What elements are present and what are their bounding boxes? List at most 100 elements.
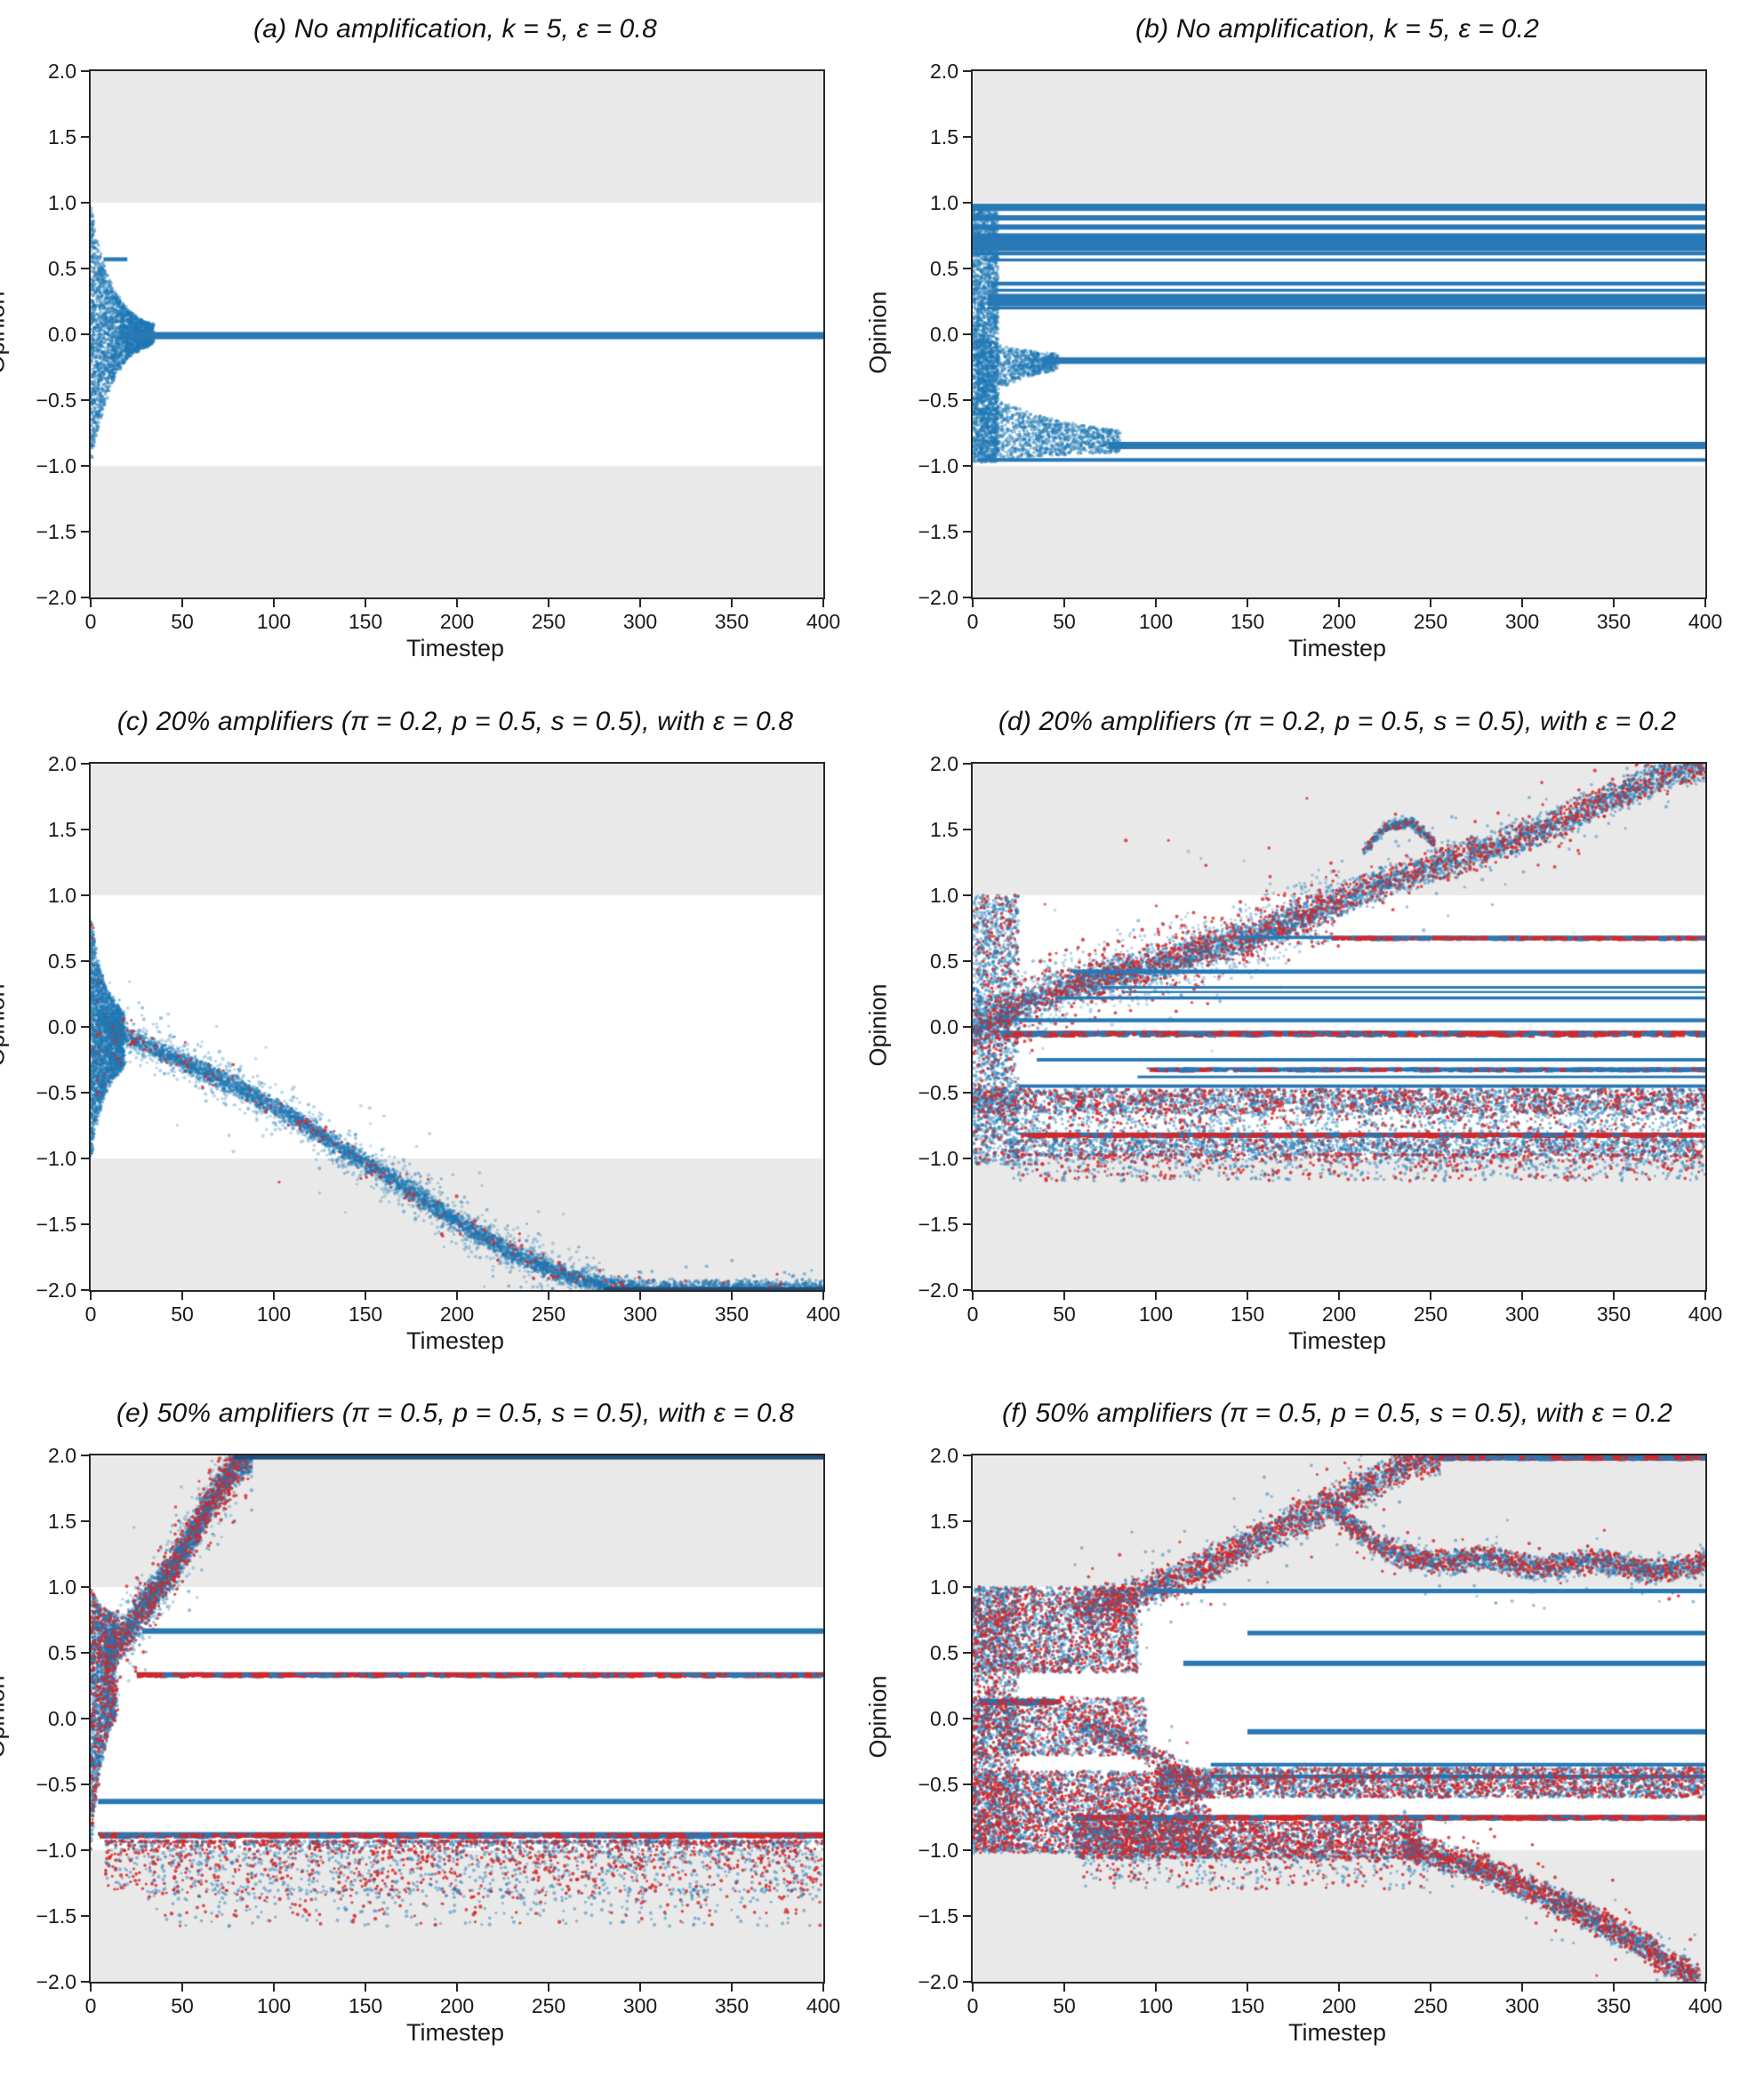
y-tick-label: −1.0 xyxy=(36,454,76,477)
x-tick-label: 350 xyxy=(714,1994,750,2017)
y-tick-mark xyxy=(81,1455,89,1456)
x-tick-label: 100 xyxy=(256,610,292,633)
y-tick-mark xyxy=(81,399,89,401)
x-axis-label: Timestep xyxy=(405,635,505,661)
y-tick-mark xyxy=(963,1520,971,1522)
panel-d: (d) 20% amplifiers (π = 0.2, p = 0.5, s … xyxy=(865,693,1764,1384)
y-tick-mark xyxy=(81,1981,89,1983)
x-tick-label: 100 xyxy=(1138,1994,1174,2017)
y-tick-label: −0.5 xyxy=(918,1081,958,1104)
x-tick-mark xyxy=(822,599,824,607)
y-tick-mark xyxy=(963,1455,971,1456)
x-tick-label: 150 xyxy=(348,1994,383,2017)
panel-a: (a) No amplification, k = 5, ε = 0.8 Opi… xyxy=(0,0,882,692)
x-tick-mark xyxy=(1063,1984,1065,1992)
y-tick-label: 1.5 xyxy=(48,125,76,148)
y-tick-label: 1.0 xyxy=(48,1575,76,1599)
panel-f-title: (f) 50% amplifiers (π = 0.5, p = 0.5, s … xyxy=(1002,1399,1672,1428)
y-tick-label: 1.0 xyxy=(48,884,76,907)
x-tick-mark xyxy=(1338,1984,1340,1992)
y-tick-mark xyxy=(81,70,89,72)
scatter-canvas-c xyxy=(91,764,823,1290)
x-tick-label: 350 xyxy=(1596,1994,1632,2017)
x-tick-label: 100 xyxy=(1138,1303,1174,1326)
y-tick-label: −1.5 xyxy=(918,1213,958,1236)
y-tick-label: −1.5 xyxy=(36,1213,76,1236)
y-tick-label: 0.5 xyxy=(48,1641,76,1664)
x-tick-mark xyxy=(972,599,974,607)
x-tick-mark xyxy=(365,599,366,607)
y-tick-mark xyxy=(81,1652,89,1654)
x-tick-label: 250 xyxy=(531,1303,566,1326)
x-tick-label: 300 xyxy=(622,1303,658,1326)
x-tick-label: 400 xyxy=(806,1994,841,2017)
x-tick-label: 200 xyxy=(1321,1303,1357,1326)
y-tick-label: 2.0 xyxy=(48,60,76,83)
y-tick-label: 2.0 xyxy=(930,1444,958,1467)
x-tick-mark xyxy=(548,1292,549,1300)
x-tick-label: 250 xyxy=(531,1994,566,2017)
y-axis-label: Opinion xyxy=(864,1675,892,1759)
x-tick-mark xyxy=(1704,599,1706,607)
x-tick-label: 50 xyxy=(171,610,194,633)
x-tick-label: 250 xyxy=(531,610,566,633)
y-tick-label: −2.0 xyxy=(36,1970,76,1993)
y-tick-mark xyxy=(81,333,89,335)
y-tick-mark xyxy=(963,333,971,335)
x-tick-label: 250 xyxy=(1413,1994,1448,2017)
y-tick-label: 1.0 xyxy=(930,884,958,907)
x-tick-mark xyxy=(456,1292,458,1300)
panel-b-title: (b) No amplification, k = 5, ε = 0.2 xyxy=(1135,14,1539,44)
y-tick-mark xyxy=(81,1718,89,1719)
x-axis-label: Timestep xyxy=(405,2019,505,2046)
x-tick-mark xyxy=(1155,599,1157,607)
x-tick-mark xyxy=(1063,599,1065,607)
y-tick-label: −0.5 xyxy=(36,1081,76,1104)
y-tick-label: 2.0 xyxy=(930,60,958,83)
x-tick-mark xyxy=(1430,1984,1431,1992)
y-tick-label: 0.0 xyxy=(48,1015,76,1038)
y-tick-mark xyxy=(81,763,89,765)
x-tick-mark xyxy=(1338,599,1340,607)
x-tick-mark xyxy=(273,1292,275,1300)
x-tick-label: 300 xyxy=(1504,1994,1540,2017)
x-tick-mark xyxy=(1063,1292,1065,1300)
x-tick-label: 0 xyxy=(84,1994,97,2017)
x-tick-label: 0 xyxy=(84,610,97,633)
y-tick-label: −1.0 xyxy=(918,1147,958,1170)
x-tick-mark xyxy=(1338,1292,1340,1300)
plot-area-e: 2.0 1.5 1.0 0.5 0.0 −0.5 −1.0 −1.5 −2.0 0 50 100 150… xyxy=(36,1444,841,2017)
y-tick-label: −0.5 xyxy=(918,389,958,412)
x-tick-label: 200 xyxy=(1321,1994,1357,2017)
x-tick-mark xyxy=(181,1292,183,1300)
y-axis-label: Opinion xyxy=(0,1675,10,1759)
x-tick-label: 300 xyxy=(1504,610,1540,633)
y-tick-label: 0.0 xyxy=(48,1707,76,1730)
scatter-canvas-d xyxy=(973,764,1705,1290)
y-tick-label: 1.0 xyxy=(930,191,958,214)
y-tick-label: 1.0 xyxy=(930,1575,958,1599)
y-tick-label: −1.5 xyxy=(36,1904,76,1928)
x-tick-mark xyxy=(90,599,92,607)
y-tick-mark xyxy=(963,1849,971,1851)
y-tick-mark xyxy=(81,1849,89,1851)
x-tick-label: 300 xyxy=(622,610,658,633)
y-tick-label: 0.5 xyxy=(48,257,76,280)
x-axis-label: Timestep xyxy=(1287,2019,1387,2046)
x-tick-mark xyxy=(1613,599,1615,607)
x-tick-mark xyxy=(456,1984,458,1992)
x-tick-label: 250 xyxy=(1413,1303,1448,1326)
x-tick-label: 200 xyxy=(439,610,475,633)
x-tick-label: 200 xyxy=(1321,610,1357,633)
panel-f: (f) 50% amplifiers (π = 0.5, p = 0.5, s … xyxy=(865,1384,1764,2076)
plot-area-f: 2.0 1.5 1.0 0.5 0.0 −0.5 −1.0 −1.5 −2.0 0 50 100 150… xyxy=(918,1444,1723,2017)
x-tick-label: 50 xyxy=(171,1994,194,2017)
y-tick-label: −2.0 xyxy=(918,586,958,609)
y-tick-label: 1.5 xyxy=(48,1510,76,1533)
y-tick-mark xyxy=(81,829,89,830)
y-tick-mark xyxy=(963,399,971,401)
plot-area-a: 2.0 1.5 1.0 0.5 0.0 −0.5 −1.0 −1.5 −2.0 0 50 100 150… xyxy=(36,60,841,633)
x-tick-mark xyxy=(1247,599,1248,607)
y-tick-label: −2.0 xyxy=(918,1278,958,1302)
y-tick-mark xyxy=(963,268,971,269)
